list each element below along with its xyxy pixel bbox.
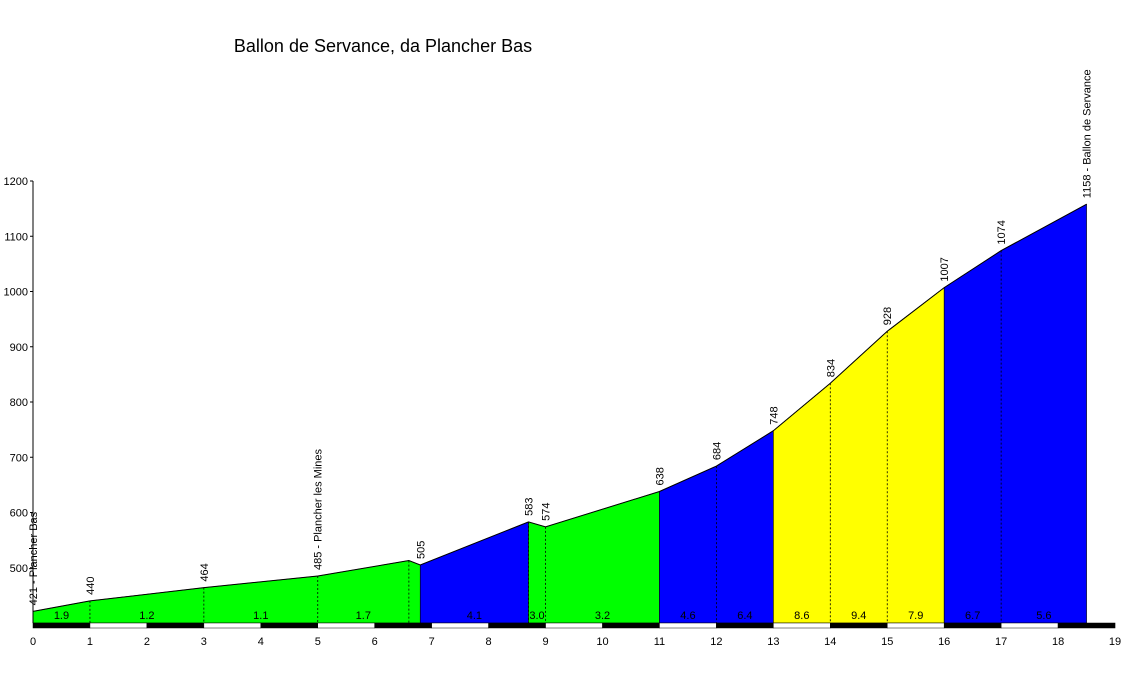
km-scale-bar (488, 622, 546, 629)
elevation-label: 638 (654, 467, 666, 485)
km-scale-bar (773, 622, 831, 629)
gradient-label: 7.9 (908, 610, 923, 622)
x-tick-label: 19 (1109, 636, 1121, 648)
place-label: 421 - Plancher Bas (28, 511, 40, 605)
y-tick-label: 500 (10, 563, 28, 575)
x-tick-label: 6 (372, 636, 378, 648)
elevation-markers: 421 - Plancher Bas 440 464 485 - Plancher l… (28, 69, 1094, 605)
y-tick-label: 800 (10, 397, 28, 409)
elevation-segment-2 (419, 521, 529, 624)
elevation-label: 464 (199, 563, 211, 581)
km-scale-bar (545, 622, 603, 629)
x-tick-label: 16 (938, 636, 950, 648)
elevation-label: 583 (523, 498, 535, 516)
km-scale-bar (602, 622, 660, 629)
elevation-label: 574 (541, 503, 553, 521)
km-scale-bar (89, 622, 148, 629)
elevation-label: 684 (711, 442, 723, 460)
y-tick-label: 1200 (4, 176, 28, 188)
gradient-label: 8.6 (794, 610, 809, 622)
km-scale-bar (659, 622, 717, 629)
km-scale-bar (1000, 622, 1059, 629)
y-tick-label: 1100 (4, 231, 28, 243)
kilometer-dashed-lines (89, 250, 1002, 623)
x-tick-label: 9 (542, 636, 548, 648)
y-axis: 500 600 700 800 900 1000 1100 1200 (4, 176, 34, 623)
gradient-label: 1.1 (253, 610, 268, 622)
place-label: 1158 - Ballon de Servance (1082, 69, 1094, 198)
elevation-label: 1074 (996, 220, 1008, 244)
profile-outline (32, 203, 1087, 612)
x-tick-label: 0 (30, 636, 36, 648)
km-scale-bar (146, 622, 205, 629)
x-tick-label: 8 (486, 636, 492, 648)
elevation-label: 834 (825, 359, 837, 377)
y-tick-label: 1000 (4, 287, 28, 299)
elevation-segment-5 (773, 287, 945, 624)
km-scale-bar (830, 622, 888, 629)
elevation-profile-line (32, 203, 1087, 612)
km-scale-bar (1057, 622, 1116, 629)
gradient-label: 3.0 (529, 610, 544, 622)
elevation-label: 748 (768, 406, 780, 424)
x-tick-label: 10 (596, 636, 608, 648)
gradient-labels: 1.9 1.2 1.1 1.7 4.1 3.0 3.2 4.6 6.4 8.6 9.4 7.9 6.7 5… (54, 610, 1052, 622)
km-scale-bar (943, 622, 1002, 629)
y-tick-label: 900 (10, 342, 28, 354)
x-tick-label: 4 (258, 636, 264, 648)
km-scale-bar (260, 622, 318, 629)
x-tick-label: 5 (315, 636, 321, 648)
chart-title: Ballon de Servance, da Plancher Bas (234, 36, 532, 56)
gradient-label: 1.9 (54, 610, 69, 622)
elevation-label: 505 (415, 541, 427, 559)
gradient-label: 9.4 (851, 610, 866, 622)
km-scale-bar (887, 622, 945, 629)
x-tick-label: 15 (881, 636, 893, 648)
gradient-label: 4.1 (467, 610, 482, 622)
gradient-label: 5.6 (1036, 610, 1051, 622)
km-scale-bar (317, 622, 375, 629)
gradient-label: 4.6 (680, 610, 695, 622)
elevation-segment-6 (943, 203, 1087, 624)
place-label: 485 - Plancher les Mines (313, 448, 325, 570)
y-tick-label: 700 (10, 452, 28, 464)
gradient-label: 1.2 (139, 610, 154, 622)
gradient-label: 6.4 (737, 610, 752, 622)
km-scale-bar (716, 622, 774, 629)
x-tick-label: 7 (429, 636, 435, 648)
x-tick-label: 2 (144, 636, 150, 648)
gradient-label: 1.7 (356, 610, 371, 622)
x-tick-label: 17 (995, 636, 1007, 648)
km-scale-bar (374, 622, 432, 629)
x-tick-label: 18 (1052, 636, 1064, 648)
km-scale-bar (203, 622, 262, 629)
elevation-fill-segments (32, 203, 1087, 624)
x-tick-label: 3 (201, 636, 207, 648)
y-tick-label: 600 (10, 508, 28, 520)
elevation-label: 1007 (939, 257, 951, 281)
x-tick-label: 13 (767, 636, 779, 648)
x-tick-label: 1 (87, 636, 93, 648)
gradient-label: 6.7 (965, 610, 980, 622)
gradient-label: 3.2 (595, 610, 610, 622)
km-scale-bar (431, 622, 489, 629)
x-tick-label: 12 (710, 636, 722, 648)
x-axis: 0 1 2 3 4 5 6 7 8 9 10 11 12 13 14 15 16 17 18 19 (30, 622, 1121, 648)
elevation-label: 440 (85, 577, 97, 595)
x-tick-label: 14 (824, 636, 836, 648)
x-tick-label: 11 (654, 636, 665, 648)
km-scale-bar (32, 622, 91, 629)
elevation-label: 928 (882, 307, 894, 325)
